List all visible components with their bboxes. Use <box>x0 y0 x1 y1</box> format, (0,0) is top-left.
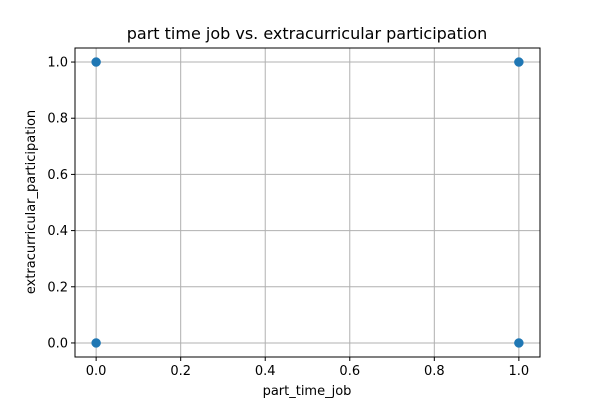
data-point <box>514 338 524 348</box>
y-tick-label: 0.0 <box>47 336 68 351</box>
x-axis-label: part_time_job <box>263 384 352 399</box>
grid-lines <box>75 48 540 357</box>
x-tick-label: 0.6 <box>339 364 360 379</box>
y-tick-label: 0.8 <box>47 112 68 127</box>
x-tick-label: 1.0 <box>509 364 530 379</box>
x-tick-label: 0.0 <box>86 364 107 379</box>
x-tick-label: 0.4 <box>255 364 276 379</box>
y-tick-label: 0.4 <box>47 224 68 239</box>
y-tick-label: 0.2 <box>47 280 68 295</box>
data-point <box>91 338 101 348</box>
data-point <box>514 57 524 67</box>
chart-title: part time job vs. extracurricular partic… <box>127 24 488 43</box>
x-tick-label: 0.2 <box>170 364 191 379</box>
data-points <box>91 57 524 348</box>
axis-ticks: 0.0 0.2 0.4 0.6 0.8 1.0 0.0 0.2 0.4 0.6 0.8 1.0 <box>47 56 529 379</box>
y-axis-label: extracurricular_participation <box>24 110 39 294</box>
y-tick-label: 0.6 <box>47 168 68 183</box>
data-point <box>91 57 101 67</box>
y-tick-label: 1.0 <box>47 56 68 71</box>
plot-frame <box>74 47 541 358</box>
x-tick-label: 0.8 <box>424 364 445 379</box>
